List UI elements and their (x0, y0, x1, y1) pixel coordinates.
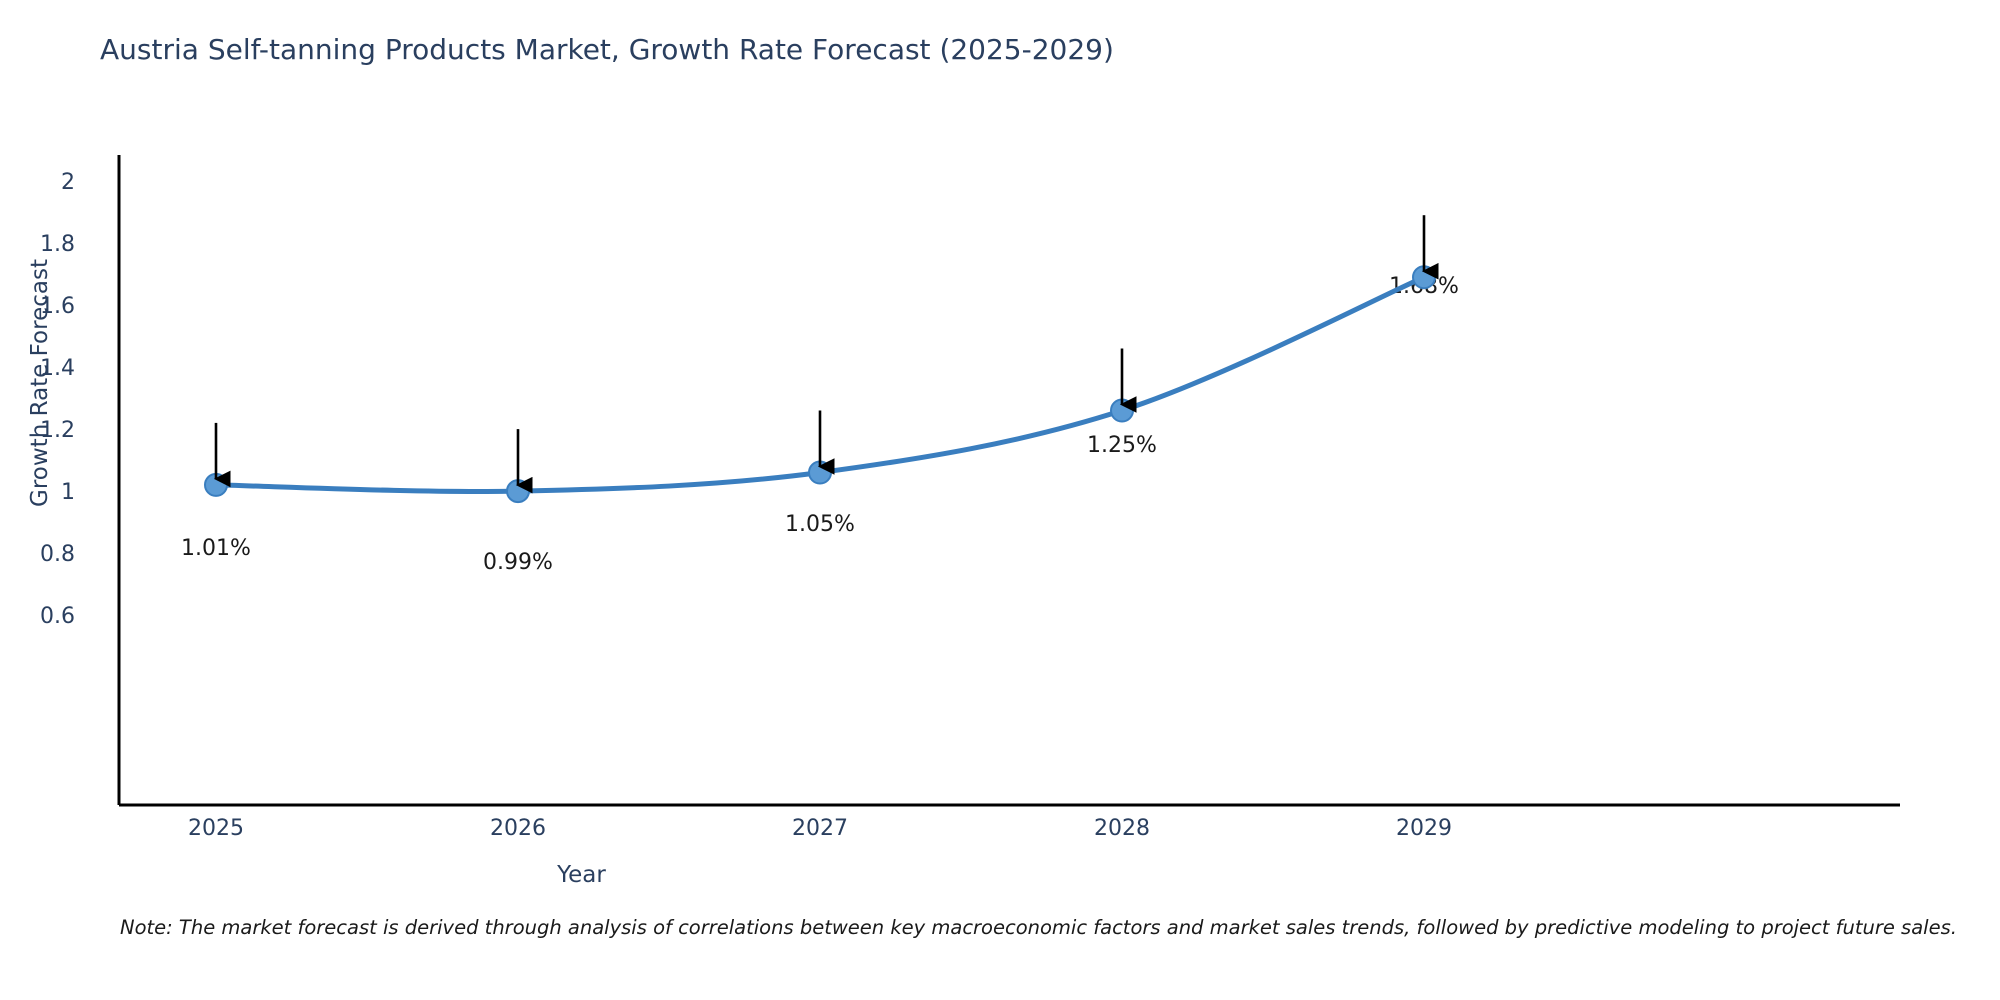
x-tick-label: 2027 (792, 816, 848, 841)
y-tick-label: 1 (61, 480, 75, 505)
data-point-label: 1.25% (1087, 433, 1157, 458)
chart-title: Austria Self-tanning Products Market, Gr… (100, 33, 1114, 66)
x-tick-label: 2029 (1396, 816, 1452, 841)
x-tick-label: 2025 (188, 816, 244, 841)
y-tick-label: 0.8 (40, 542, 75, 567)
data-point-label: 1.01% (181, 536, 251, 561)
data-point-markers (204, 265, 1436, 504)
x-axis-title: Year (557, 862, 606, 888)
chart-note: Note: The market forecast is derived thr… (120, 916, 1957, 939)
x-tick-label: 2026 (490, 816, 546, 841)
x-tick-label: 2028 (1094, 816, 1150, 841)
data-point-label: 1.05% (785, 512, 855, 537)
y-tick-label: 1.8 (40, 232, 75, 257)
y-tick-label: 1.2 (40, 418, 75, 443)
y-tick-label: 1.4 (40, 356, 75, 381)
y-tick-label: 1.6 (40, 294, 75, 319)
y-tick-label: 0.6 (40, 604, 75, 629)
y-tick-label: 2 (61, 170, 75, 195)
annotation-arrows (213, 215, 1439, 494)
data-point-label: 0.99% (483, 550, 553, 575)
